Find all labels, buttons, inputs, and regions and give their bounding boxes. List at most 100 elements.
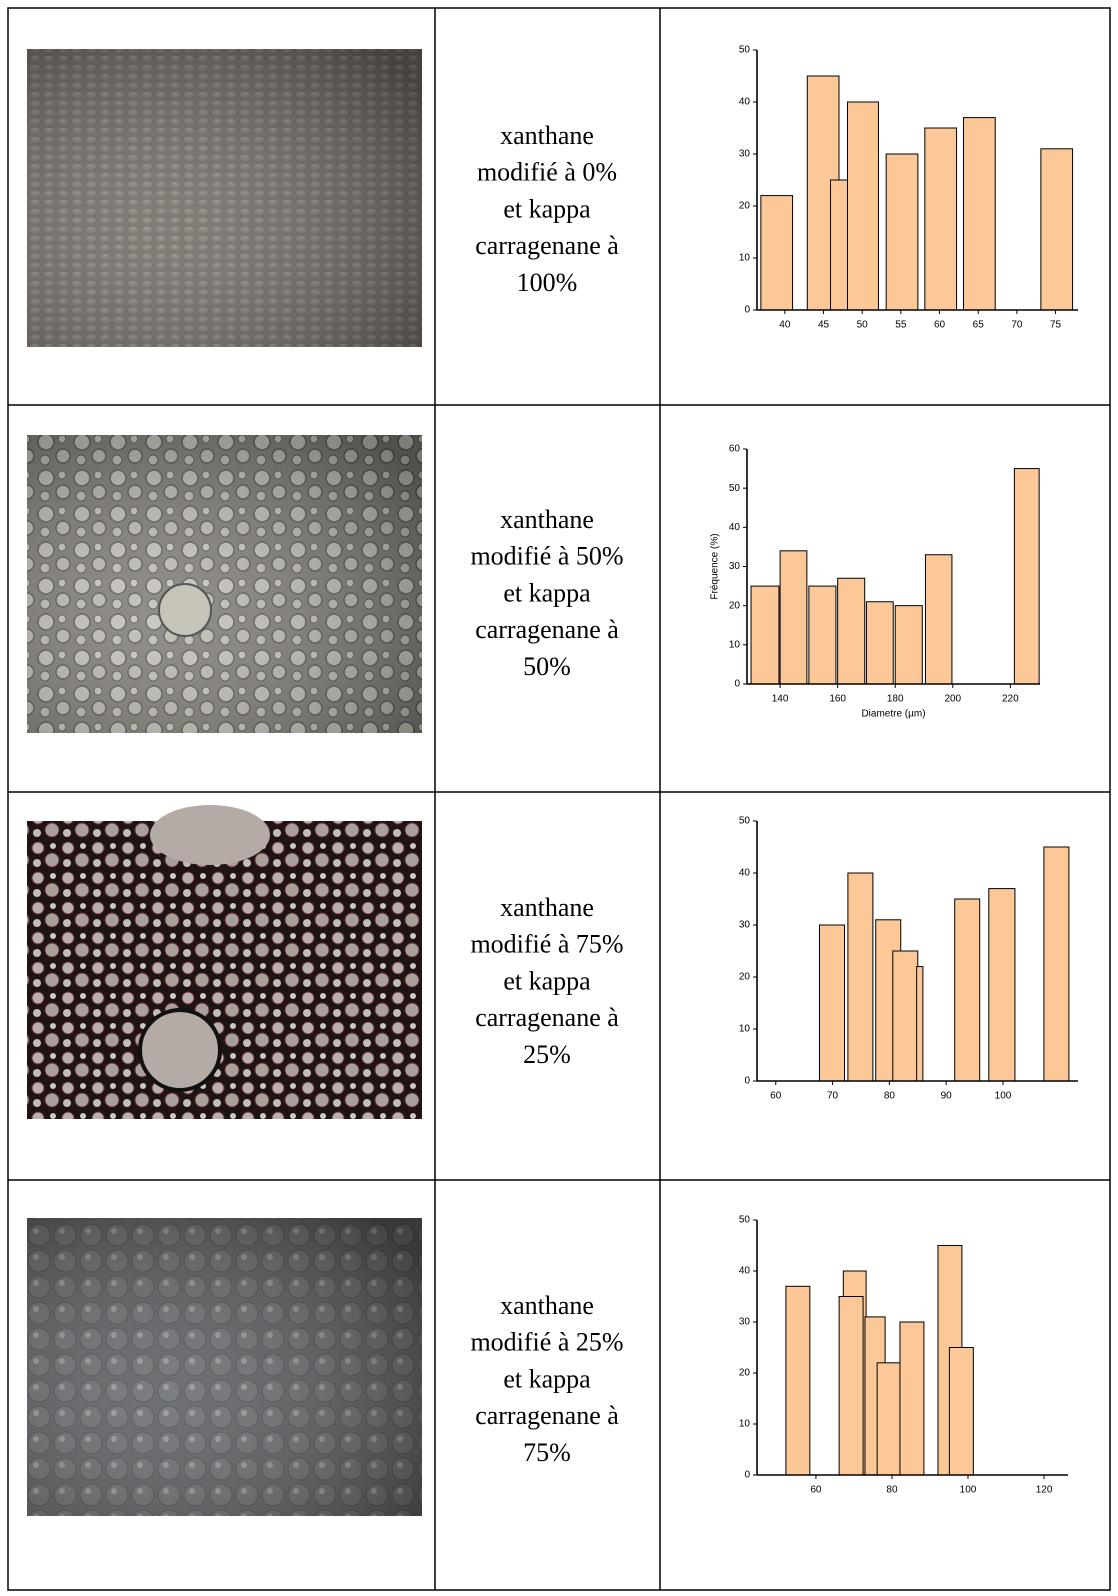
micrograph-shade — [27, 49, 422, 347]
bar — [925, 555, 951, 684]
droplet — [159, 584, 211, 636]
bar — [830, 180, 847, 310]
x-tick-label: 180 — [887, 694, 904, 705]
bar — [886, 154, 918, 310]
y-tick-label: 0 — [744, 1470, 750, 1481]
x-tick-label: 80 — [884, 1091, 896, 1102]
bar — [866, 602, 893, 684]
bar — [877, 1363, 901, 1475]
y-tick-label: 0 — [744, 1076, 750, 1087]
micrograph-shade — [27, 1218, 422, 1516]
bar — [925, 128, 957, 310]
y-tick-label: 40 — [739, 868, 751, 879]
y-tick-label: 10 — [739, 253, 751, 264]
x-tick-label: 65 — [973, 320, 985, 331]
y-tick-label: 10 — [739, 1024, 751, 1035]
x-axis-title: Diametre (µm) — [861, 709, 925, 720]
y-tick-label: 50 — [729, 483, 741, 494]
micrograph — [27, 821, 422, 1119]
y-tick-label: 20 — [729, 600, 741, 611]
y-tick-label: 20 — [739, 1368, 751, 1379]
y-axis-title: Fréquence (%) — [710, 533, 721, 599]
y-tick-label: 60 — [729, 444, 741, 455]
bar — [838, 578, 865, 684]
cell-text: modifié à 25% — [470, 1328, 623, 1357]
micrograph-shade — [27, 435, 422, 733]
cell-text: et kappa — [503, 578, 591, 607]
x-tick-label: 60 — [770, 1091, 782, 1102]
bar — [819, 925, 844, 1081]
cell-text: xanthane — [500, 893, 594, 922]
bar — [848, 873, 873, 1081]
x-tick-label: 100 — [995, 1091, 1012, 1102]
bar — [751, 586, 779, 684]
cell-text: et kappa — [503, 966, 591, 995]
cell-text: xanthane — [500, 121, 594, 150]
bar — [893, 951, 918, 1081]
cell-text: modifié à 0% — [477, 158, 617, 187]
y-tick-label: 50 — [739, 45, 751, 56]
x-tick-label: 45 — [818, 320, 830, 331]
cell-text: modifié à 75% — [470, 930, 623, 959]
page: xanthane modifié à 0% et kappa carragenane … — [0, 0, 1118, 1596]
cell-text: carragenane à — [475, 615, 619, 644]
x-tick-label: 60 — [810, 1485, 822, 1496]
y-tick-label: 40 — [739, 1266, 751, 1277]
cell-text: xanthane — [500, 1291, 594, 1320]
x-tick-label: 55 — [895, 320, 907, 331]
bar — [949, 1348, 973, 1476]
bar — [1041, 149, 1073, 310]
x-tick-label: 70 — [827, 1091, 839, 1102]
y-tick-label: 20 — [739, 972, 751, 983]
x-tick-label: 140 — [772, 694, 789, 705]
y-tick-label: 0 — [734, 679, 740, 690]
cell-text: 100% — [517, 268, 578, 297]
cell-text: xanthane — [500, 505, 594, 534]
y-tick-label: 40 — [739, 97, 751, 108]
droplet — [150, 805, 270, 865]
cell-text: carragenane à — [475, 231, 619, 260]
x-tick-label: 70 — [1011, 320, 1023, 331]
x-tick-label: 160 — [829, 694, 846, 705]
bar — [809, 586, 836, 684]
bar — [989, 889, 1015, 1081]
x-tick-label: 60 — [934, 320, 946, 331]
cell-text: et kappa — [503, 194, 591, 223]
bar — [839, 1297, 863, 1476]
x-tick-label: 40 — [779, 320, 791, 331]
y-tick-label: 50 — [739, 1215, 751, 1226]
bar — [780, 551, 807, 684]
bar — [964, 118, 996, 310]
y-tick-label: 40 — [729, 522, 741, 533]
y-tick-label: 10 — [739, 1419, 751, 1430]
x-tick-label: 120 — [1036, 1485, 1053, 1496]
x-tick-label: 220 — [1002, 694, 1019, 705]
bar — [917, 967, 923, 1081]
bar — [786, 1286, 810, 1475]
y-tick-label: 0 — [744, 305, 750, 316]
y-tick-label: 30 — [739, 1317, 751, 1328]
cell-text: 75% — [523, 1438, 571, 1467]
bar — [900, 1322, 924, 1475]
y-tick-label: 30 — [739, 920, 751, 931]
bar — [1014, 469, 1039, 684]
cell-text: et kappa — [503, 1364, 591, 1393]
cell-text: 25% — [523, 1040, 571, 1069]
cell-text: carragenane à — [475, 1003, 619, 1032]
x-tick-label: 100 — [960, 1485, 977, 1496]
bar — [955, 899, 980, 1081]
x-tick-label: 200 — [944, 694, 961, 705]
y-tick-label: 20 — [739, 201, 751, 212]
bar — [847, 102, 878, 310]
x-tick-label: 80 — [886, 1485, 898, 1496]
cell-text: modifié à 50% — [470, 542, 623, 571]
bar — [895, 606, 922, 684]
micrographs — [27, 49, 422, 1516]
y-tick-label: 30 — [729, 561, 741, 572]
bar — [1044, 847, 1069, 1081]
x-tick-label: 90 — [941, 1091, 953, 1102]
x-tick-label: 75 — [1050, 320, 1062, 331]
cell-text: 50% — [523, 652, 571, 681]
y-tick-label: 10 — [729, 639, 741, 650]
y-tick-label: 30 — [739, 149, 751, 160]
